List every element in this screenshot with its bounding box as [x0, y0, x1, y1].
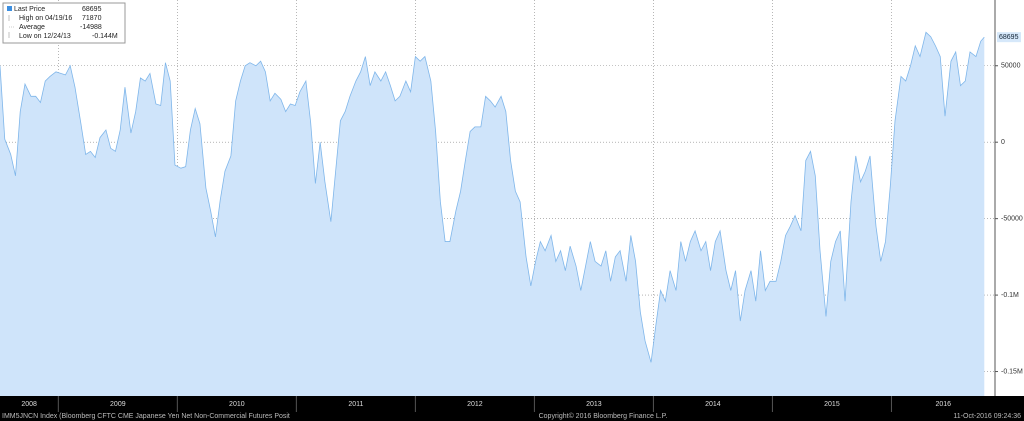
legend-label: Average [19, 24, 45, 31]
y-tick-label: -0.1M [1001, 292, 1019, 299]
axis-bar [0, 396, 1024, 421]
footer-copyright: Copyright© 2016 Bloomberg Finance L.P. [539, 412, 668, 420]
legend-label: Last Price [14, 6, 45, 13]
legend-box [2, 2, 126, 44]
legend-swatch [7, 6, 12, 11]
legend-label: Low on 12/24/13 [19, 33, 71, 40]
x-tick-label: 2009 [110, 401, 126, 408]
x-tick-label: 2013 [586, 401, 602, 408]
legend-label: High on 04/19/16 [19, 15, 72, 22]
area-fill [0, 32, 985, 397]
legend-value: 71870 [82, 15, 102, 22]
x-tick-label: 2016 [935, 401, 951, 408]
footer-timestamp: 11-Oct-2016 09:24:36 [953, 413, 1021, 420]
last-price-label: 68695 [999, 34, 1019, 41]
y-tick-label: -50000 [1001, 215, 1023, 222]
x-tick-label: 2010 [229, 401, 245, 408]
y-tick-label: 50000 [1001, 63, 1021, 70]
x-tick-label: 2015 [824, 401, 840, 408]
legend-value: -14988 [80, 24, 102, 31]
x-tick-label: 2008 [21, 401, 37, 408]
x-tick-label: 2012 [467, 401, 483, 408]
x-tick-label: 2014 [705, 401, 721, 408]
legend-value: -0.144M [92, 33, 118, 40]
axes: 50000 0 -50000 -0.1M -0.15M 2008 2009 2010 2011 2… [21, 32, 1023, 412]
y-tick-label: -0.15M [1001, 368, 1023, 375]
area-line [0, 31, 985, 363]
legend-value: 68695 [82, 6, 102, 13]
area-layer [0, 31, 985, 397]
y-tick-label: 0 [1001, 139, 1005, 146]
footer-source: IMM5JNCN Index (Bloomberg CFTC CME Japan… [2, 413, 290, 420]
legend: Last Price 68695 High on 04/19/16 71870 … [2, 2, 126, 44]
last-price-tag [997, 32, 1021, 43]
x-tick-label: 2011 [348, 401, 363, 408]
